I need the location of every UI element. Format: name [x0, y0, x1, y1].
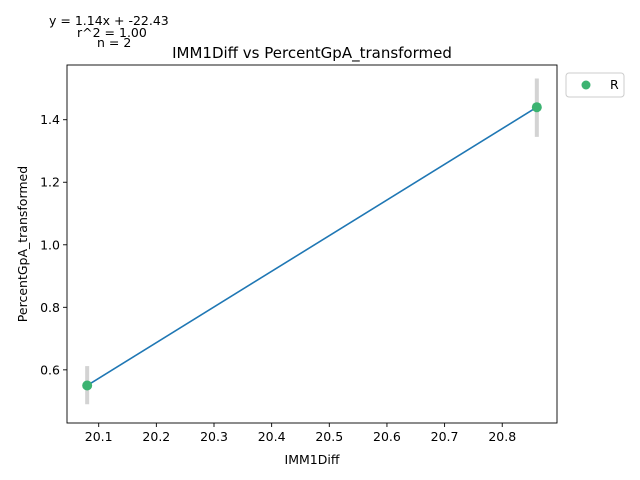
x-axis-ticks: 20.1 20.2 20.3 20.4 20.5 20.6 20.7 20.8	[85, 423, 516, 444]
error-bars	[85, 78, 539, 405]
legend-frame	[565, 72, 625, 98]
x-tick-label: 20.1	[85, 429, 113, 444]
x-tick-label: 20.5	[315, 429, 343, 444]
data-points	[82, 102, 542, 391]
legend-marker-r	[581, 80, 591, 90]
y-tick-label: 1.2	[40, 175, 60, 190]
x-tick-label: 20.3	[200, 429, 228, 444]
data-point	[82, 380, 93, 391]
x-tick-label: 20.7	[431, 429, 459, 444]
y-axis-title: PercentGpA_transformed	[15, 166, 30, 322]
x-tick-label: 20.6	[373, 429, 401, 444]
n-annotation: n = 2	[97, 35, 131, 50]
y-tick-label: 1.0	[40, 237, 60, 252]
equation-annotation: y = 1.14x + -22.43	[49, 13, 169, 28]
legend-label-r: R	[610, 77, 619, 92]
y-tick-label: 0.6	[40, 362, 60, 377]
x-tick-label: 20.8	[488, 429, 516, 444]
data-point	[531, 102, 542, 113]
r-squared-annotation: r^2 = 1.00	[77, 25, 147, 40]
y-tick-label: 0.8	[40, 300, 60, 315]
x-axis-title: IMM1Diff	[285, 452, 340, 467]
x-tick-label: 20.2	[142, 429, 170, 444]
fit-line	[86, 106, 538, 387]
y-tick-label: 1.4	[40, 112, 60, 127]
y-axis-ticks: 0.6 0.8 1.0 1.2 1.4	[40, 112, 67, 377]
chart-title: IMM1Diff vs PercentGpA_transformed	[172, 44, 452, 63]
legend: R	[565, 72, 625, 98]
plot-frame	[66, 64, 558, 424]
x-tick-label: 20.4	[258, 429, 286, 444]
